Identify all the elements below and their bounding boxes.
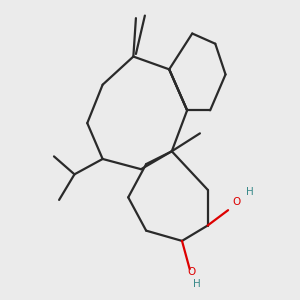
Text: O: O — [232, 197, 240, 208]
Text: H: H — [194, 279, 201, 290]
Text: O: O — [187, 267, 195, 277]
Text: H: H — [246, 187, 254, 197]
